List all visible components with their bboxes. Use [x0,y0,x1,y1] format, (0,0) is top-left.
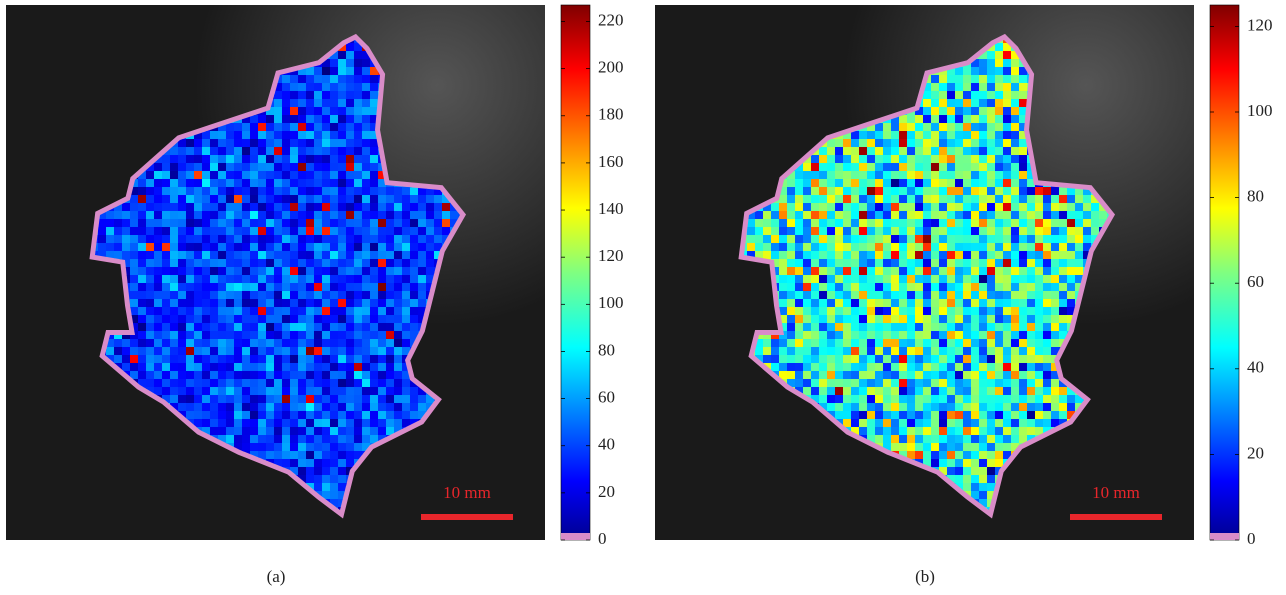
scale-bar [1070,514,1162,520]
tick-label: 20 [1247,443,1264,462]
colorbar-zero [1210,533,1239,540]
panel: 10 mm 0 20 40 60 80 100 120 (b) [655,5,1273,586]
tick-label: 200 [598,58,624,77]
tick-label: 80 [598,340,615,359]
tick-label: 220 [598,10,624,29]
scale-bar-label: 10 mm [1092,483,1140,502]
tick-label: 120 [598,246,624,265]
tick-label: 0 [598,529,607,548]
panel-label: (a) [267,567,286,586]
colorbar [1210,5,1239,540]
tick-label: 140 [598,199,624,218]
tick-label: 100 [598,293,624,312]
panel-label: (b) [915,567,935,586]
tick-label: 0 [1247,529,1256,548]
tick-label: 20 [598,482,615,501]
tick-label: 100 [1247,101,1273,120]
tick-label: 60 [598,387,615,406]
tick-label: 40 [598,435,615,454]
tick-label: 180 [598,105,624,124]
scale-bar-label: 10 mm [443,483,491,502]
scale-bar [421,514,513,520]
colorbar [561,5,590,540]
tick-label: 40 [1247,358,1264,377]
tick-label: 60 [1247,272,1264,291]
tick-label: 120 [1247,15,1273,34]
panel: 10 mm 0 20 40 60 80 100 120 140 160 180 200 220 (a) [6,5,624,586]
figure: 10 mm020406080100120140160180200220(a)10… [0,0,1286,590]
tick-label: 80 [1247,187,1264,206]
tick-label: 160 [598,152,624,171]
colorbar-zero [561,533,590,540]
